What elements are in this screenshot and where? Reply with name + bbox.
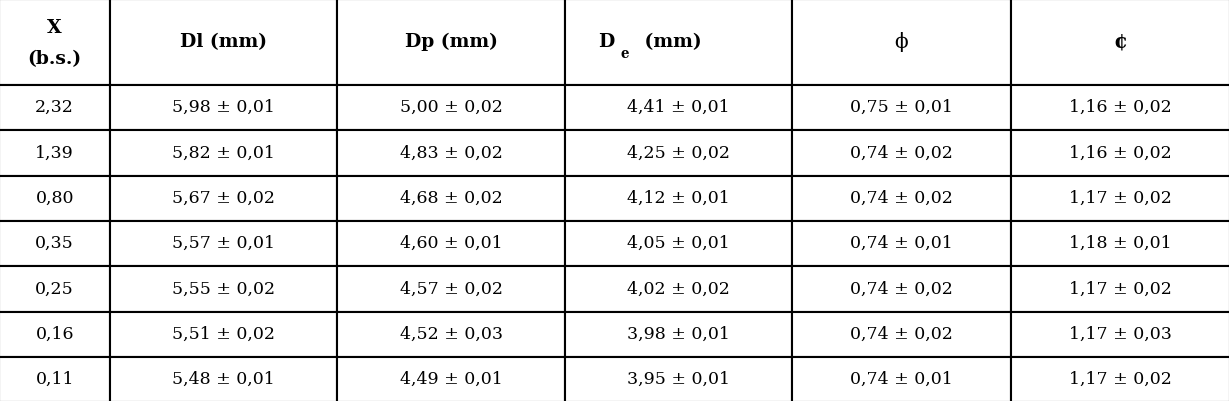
Bar <box>0 221 111 266</box>
Bar <box>1010 0 1229 85</box>
Text: 3,98 ± 0,01: 3,98 ± 0,01 <box>627 326 730 343</box>
Bar <box>0 176 111 221</box>
Text: 5,98 ± 0,01: 5,98 ± 0,01 <box>172 99 275 116</box>
Text: 5,55 ± 0,02: 5,55 ± 0,02 <box>172 280 275 298</box>
Text: 3,95 ± 0,01: 3,95 ± 0,01 <box>627 371 730 388</box>
Text: 4,83 ± 0,02: 4,83 ± 0,02 <box>399 144 503 162</box>
Text: (mm): (mm) <box>638 33 702 51</box>
Text: 4,41 ± 0,01: 4,41 ± 0,01 <box>627 99 730 116</box>
Bar <box>0 312 111 357</box>
Text: 0,25: 0,25 <box>36 280 74 298</box>
Text: 4,49 ± 0,01: 4,49 ± 0,01 <box>399 371 503 388</box>
Text: 0,74 ± 0,01: 0,74 ± 0,01 <box>850 235 952 252</box>
Text: 2,32: 2,32 <box>36 99 74 116</box>
Text: 5,82 ± 0,01: 5,82 ± 0,01 <box>172 144 275 162</box>
Bar <box>338 266 565 312</box>
Text: 0,74 ± 0,02: 0,74 ± 0,02 <box>850 280 952 298</box>
Text: Dp (mm): Dp (mm) <box>404 33 498 51</box>
Bar <box>1010 130 1229 176</box>
Bar <box>565 357 793 401</box>
Bar <box>111 176 338 221</box>
Bar <box>565 85 793 130</box>
Text: 4,68 ± 0,02: 4,68 ± 0,02 <box>399 190 503 207</box>
Bar <box>565 176 793 221</box>
Bar <box>0 130 111 176</box>
Bar <box>1010 176 1229 221</box>
Text: 4,02 ± 0,02: 4,02 ± 0,02 <box>627 280 730 298</box>
Bar <box>111 0 338 85</box>
Bar <box>1010 85 1229 130</box>
Bar <box>111 266 338 312</box>
Bar <box>338 176 565 221</box>
Bar <box>111 85 338 130</box>
Bar <box>0 85 111 130</box>
Text: 0,35: 0,35 <box>36 235 74 252</box>
Bar <box>338 357 565 401</box>
Text: X: X <box>47 19 63 37</box>
Bar <box>111 221 338 266</box>
Bar <box>1010 266 1229 312</box>
Bar <box>565 0 793 85</box>
Bar <box>111 357 338 401</box>
Bar <box>1010 221 1229 266</box>
Text: 0,74 ± 0,02: 0,74 ± 0,02 <box>850 190 952 207</box>
Text: 0,74 ± 0,01: 0,74 ± 0,01 <box>850 371 952 388</box>
Bar <box>793 176 1010 221</box>
Text: ¢: ¢ <box>1113 32 1127 52</box>
Bar <box>793 0 1010 85</box>
Bar <box>793 312 1010 357</box>
Bar <box>565 221 793 266</box>
Bar <box>793 85 1010 130</box>
Bar <box>0 266 111 312</box>
Bar <box>338 312 565 357</box>
Text: 5,67 ± 0,02: 5,67 ± 0,02 <box>172 190 275 207</box>
Text: 0,74 ± 0,02: 0,74 ± 0,02 <box>850 144 952 162</box>
Bar <box>111 130 338 176</box>
Text: 5,51 ± 0,02: 5,51 ± 0,02 <box>172 326 275 343</box>
Text: 4,57 ± 0,02: 4,57 ± 0,02 <box>399 280 503 298</box>
Text: 1,17 ± 0,03: 1,17 ± 0,03 <box>1069 326 1171 343</box>
Bar <box>565 312 793 357</box>
Bar <box>793 357 1010 401</box>
Bar <box>793 221 1010 266</box>
Bar <box>338 130 565 176</box>
Bar <box>565 266 793 312</box>
Text: 0,80: 0,80 <box>36 190 74 207</box>
Text: 4,05 ± 0,01: 4,05 ± 0,01 <box>627 235 730 252</box>
Bar <box>338 0 565 85</box>
Text: 0,16: 0,16 <box>36 326 74 343</box>
Text: 5,48 ± 0,01: 5,48 ± 0,01 <box>172 371 275 388</box>
Bar <box>793 130 1010 176</box>
Text: 0,11: 0,11 <box>36 371 74 388</box>
Text: 4,52 ± 0,03: 4,52 ± 0,03 <box>399 326 503 343</box>
Text: 5,57 ± 0,01: 5,57 ± 0,01 <box>172 235 275 252</box>
Bar <box>0 0 111 85</box>
Text: D: D <box>599 33 614 51</box>
Bar <box>338 221 565 266</box>
Text: 0,75 ± 0,01: 0,75 ± 0,01 <box>850 99 952 116</box>
Text: 1,39: 1,39 <box>36 144 74 162</box>
Text: 0,74 ± 0,02: 0,74 ± 0,02 <box>850 326 952 343</box>
Bar <box>1010 312 1229 357</box>
Bar <box>0 357 111 401</box>
Text: 1,17 ± 0,02: 1,17 ± 0,02 <box>1069 371 1171 388</box>
Text: 4,60 ± 0,01: 4,60 ± 0,01 <box>399 235 503 252</box>
Text: Dl (mm): Dl (mm) <box>181 33 267 51</box>
Text: 1,16 ± 0,02: 1,16 ± 0,02 <box>1069 99 1171 116</box>
Bar <box>338 85 565 130</box>
Text: 1,18 ± 0,01: 1,18 ± 0,01 <box>1069 235 1171 252</box>
Bar <box>111 312 338 357</box>
Text: 4,12 ± 0,01: 4,12 ± 0,01 <box>627 190 730 207</box>
Bar <box>1010 357 1229 401</box>
Text: 5,00 ± 0,02: 5,00 ± 0,02 <box>399 99 503 116</box>
Text: 1,17 ± 0,02: 1,17 ± 0,02 <box>1069 280 1171 298</box>
Bar <box>565 130 793 176</box>
Text: 4,25 ± 0,02: 4,25 ± 0,02 <box>627 144 730 162</box>
Text: 1,17 ± 0,02: 1,17 ± 0,02 <box>1069 190 1171 207</box>
Text: 1,16 ± 0,02: 1,16 ± 0,02 <box>1069 144 1171 162</box>
Bar <box>793 266 1010 312</box>
Text: ϕ: ϕ <box>895 32 908 52</box>
Text: e: e <box>621 47 629 61</box>
Text: (b.s.): (b.s.) <box>27 50 82 68</box>
